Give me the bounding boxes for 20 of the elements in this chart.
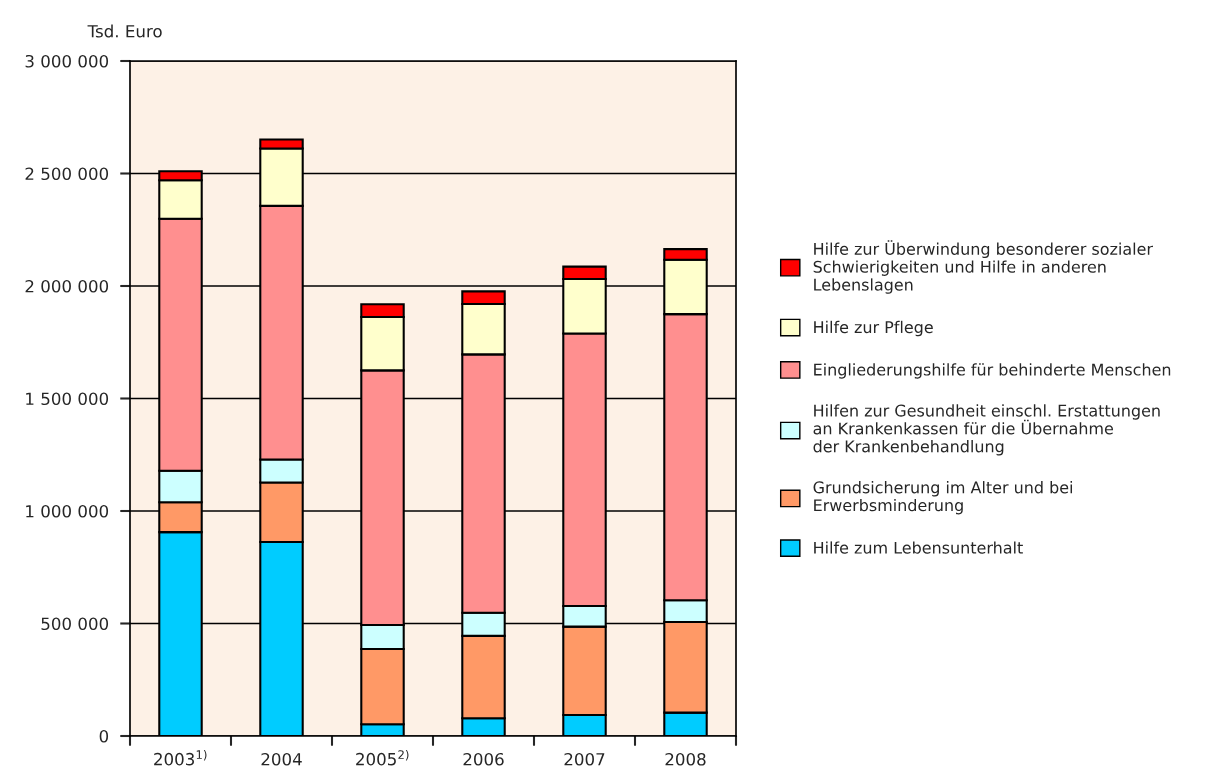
y-tick-label: 2 000 000 (25, 279, 109, 293)
legend-label: Hilfe zur Pflege (814, 320, 933, 337)
y-tick-label: 2 500 000 (25, 167, 109, 181)
y-tick-label: 1 500 000 (26, 392, 109, 406)
legend-label: Hilfe zum Lebensunterhalt (814, 541, 1023, 554)
y-tick-label: 3 000 000 (25, 54, 109, 68)
x-tick-label: 2008 (665, 752, 706, 766)
y-tick-label: 500 000 (41, 617, 109, 631)
y-tick-label: 0 (99, 729, 109, 743)
x-tick-label: 2007 (564, 752, 605, 766)
x-tick-label: 2005$^{2)}$ (356, 750, 409, 766)
legend-label: Eingliederungshilfe für behinderte Menschen (814, 363, 1171, 379)
x-tick-label: 2003$^{1)}$ (154, 750, 207, 766)
legend-label: Grundsicherung im Alter und bei Erwerbsminderung (813, 481, 1072, 515)
y-axis-title: Tsd. Euro (87, 24, 162, 38)
legend-label: Hilfe zur Überwindung besonderer sozialer Schwierigkeiten und Hilfe in anderen Lebenslagen (813, 240, 1153, 294)
x-tick-label: 2006 (463, 752, 504, 766)
y-tick-label: 1 000 000 (26, 504, 109, 518)
legend-label: Hilfen zur Gesundheit einschl. Erstattungen an Krankenkassen für die Übernahme der Krankenbehandlung (813, 404, 1160, 456)
x-tick-label: 2004 (261, 752, 302, 766)
